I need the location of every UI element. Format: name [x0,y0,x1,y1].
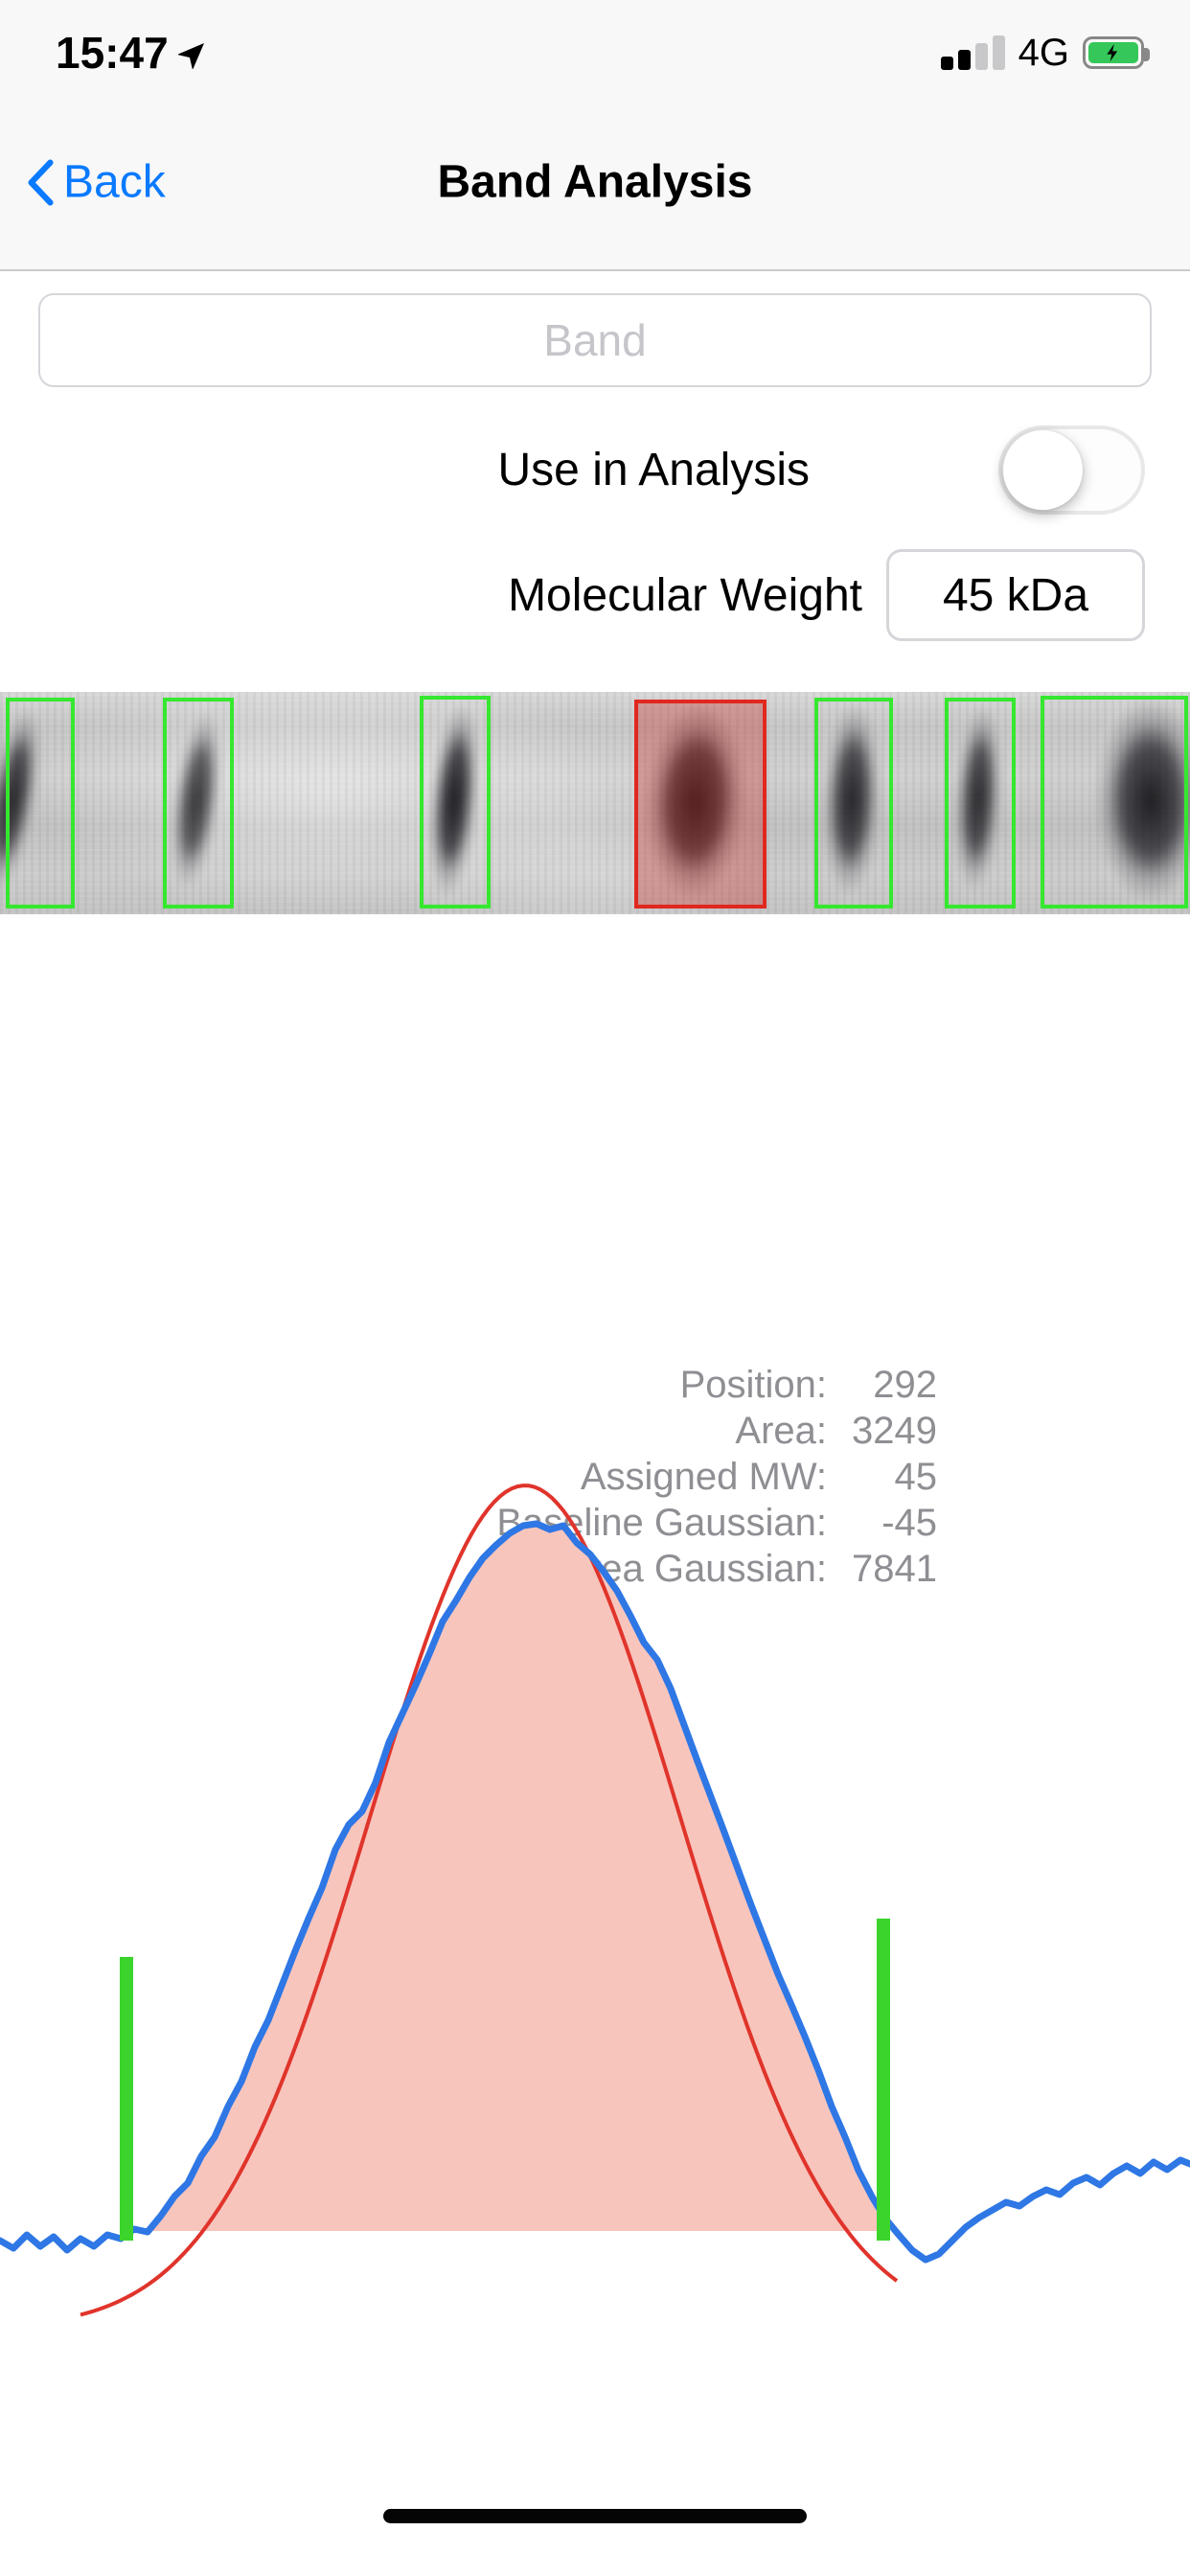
use-in-analysis-toggle[interactable] [998,425,1145,515]
status-right: 4G [940,31,1150,75]
band-box[interactable] [6,698,75,908]
battery-tip [1144,48,1150,61]
molecular-weight-row: Molecular Weight 45 kDa [0,549,1145,641]
network-type-label: 4G [1018,31,1069,74]
page-title: Band Analysis [437,156,753,208]
annotation-label: Position: [679,1364,827,1406]
band-boundary-marker[interactable] [877,1919,890,2241]
gel-band-smear [1096,698,1190,903]
annotation-value: 3249 [852,1410,937,1452]
cellular-signal-icon [940,35,1005,70]
intensity-profile-chart[interactable] [0,1275,1190,2367]
intensity-profile-curve [0,1520,1190,2264]
annotation-value: -45 [881,1502,937,1544]
annotation-label: Assigned MW: [580,1456,827,1498]
signal-bar [992,35,1005,70]
toggle-knob [1003,429,1083,510]
molecular-weight-value-field[interactable]: 45 kDa [886,549,1145,641]
status-bar: 15:47 4G [0,0,1190,96]
back-button[interactable]: Back [27,156,166,209]
nav-bar: Band Analysis Back [0,96,1190,268]
back-label: Back [63,156,166,208]
selected-band-box[interactable] [634,700,767,908]
band-box[interactable] [945,698,1016,908]
band-box[interactable] [1041,696,1188,908]
battery-icon [1083,36,1150,69]
annotation-value: 45 [894,1456,938,1498]
band-box[interactable] [814,698,893,908]
top-chrome: 15:47 4G Band Analysis [0,0,1190,271]
molecular-weight-label: Molecular Weight [508,569,862,621]
back-chevron-icon [28,159,54,205]
peak-area-fill [126,1524,885,2232]
gaussian-fit-curve [80,1484,899,2317]
location-arrow-icon [177,42,204,69]
peak-annotations: Position: 292 Area: 3249 Assigned MW: 45 Basel… [496,1362,937,1592]
clock: 15:47 [56,28,169,78]
use-in-analysis-label: Use in Analysis [497,444,810,495]
signal-bar [957,50,971,70]
signal-bar [940,57,953,70]
band-box[interactable] [420,696,491,908]
use-in-analysis-row: Use in Analysis [0,422,1145,518]
band-name-input[interactable] [38,293,1152,387]
band-boundary-marker[interactable] [120,1957,133,2241]
annotation-label: Area: [735,1410,827,1452]
gel-blot-image [0,692,1190,914]
band-box[interactable] [163,698,234,908]
status-left: 15:47 [56,27,211,79]
annotation-value: 7841 [852,1548,937,1590]
charging-bolt-icon [1107,43,1118,62]
annotation-value: 292 [873,1364,937,1406]
signal-bar [974,43,988,70]
home-indicator[interactable] [383,2509,807,2523]
